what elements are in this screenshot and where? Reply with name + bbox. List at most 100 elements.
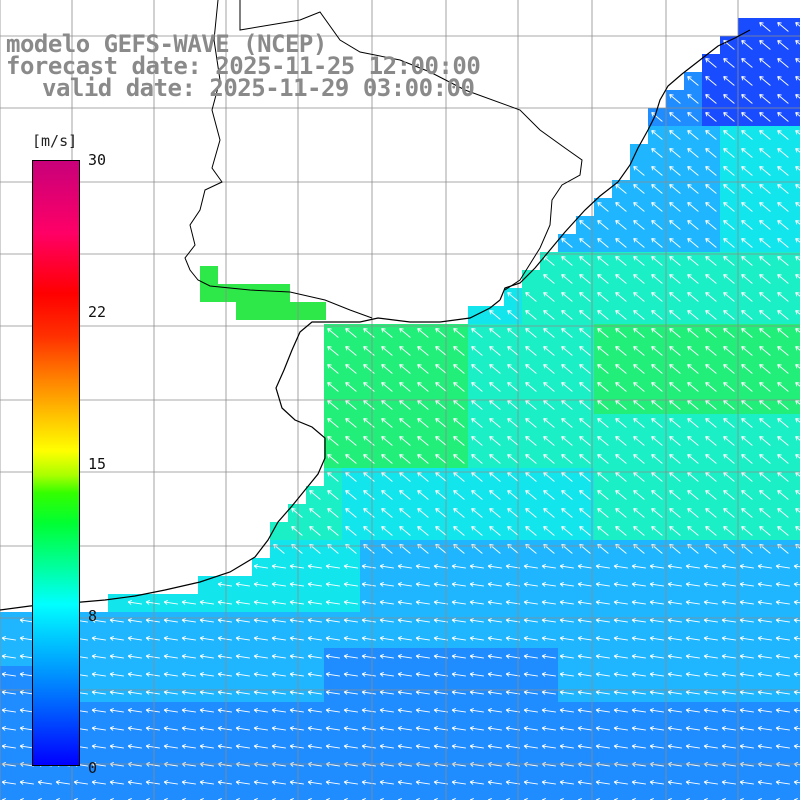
wind-arrow (561, 238, 573, 248)
wind-arrow (669, 256, 681, 266)
wind-arrow (777, 400, 789, 410)
wind-arrow (487, 563, 502, 569)
wind-arrow (685, 635, 700, 641)
wind-arrow (759, 148, 771, 158)
wind-arrow (145, 653, 160, 659)
wind-arrow (759, 184, 771, 194)
wind-arrow (91, 635, 106, 641)
wind-arrow (127, 725, 142, 731)
wind-arrow (703, 635, 718, 641)
wind-arrow (543, 364, 555, 374)
wind-arrow (543, 310, 555, 320)
wind-arrow (705, 256, 717, 266)
wind-arrow (651, 346, 663, 356)
wind-arrow (487, 581, 502, 587)
wind-arrow (345, 346, 357, 356)
wind-arrow (723, 292, 735, 302)
wind-arrow (471, 418, 483, 428)
wind-arrow (541, 653, 556, 659)
wind-arrow (723, 130, 735, 140)
wind-arrow (541, 599, 556, 605)
wind-arrow (471, 382, 483, 392)
wind-arrow (777, 292, 789, 302)
wind-speed-cell (252, 792, 270, 800)
wind-arrow (705, 400, 717, 410)
wind-arrow (91, 653, 106, 659)
wind-arrow (705, 382, 717, 392)
wind-arrow (345, 400, 357, 410)
wind-arrow (705, 130, 717, 140)
wind-arrow (649, 779, 664, 785)
wind-arrow (343, 635, 358, 641)
wind-arrow (127, 779, 142, 785)
wind-arrow (109, 779, 124, 785)
wind-arrow (199, 707, 214, 713)
wind-arrow (723, 346, 735, 356)
wind-arrow (615, 310, 627, 320)
wind-arrow (615, 256, 627, 266)
wind-arrow (507, 508, 519, 518)
wind-arrow (703, 671, 718, 677)
wind-arrow (417, 328, 429, 338)
wind-arrow (127, 689, 142, 695)
wind-arrow (633, 184, 645, 194)
wind-speed-cell (200, 266, 218, 284)
wind-arrow (525, 400, 537, 410)
wind-arrow (399, 364, 411, 374)
wind-arrow (759, 310, 771, 320)
wind-arrow (217, 599, 232, 605)
wind-arrow (793, 779, 800, 785)
wind-arrow (235, 707, 250, 713)
wind-arrow (651, 526, 663, 536)
wind-arrow (777, 418, 789, 428)
wind-speed-cell (522, 270, 540, 288)
wind-arrow (559, 617, 574, 623)
wind-arrow (127, 599, 142, 605)
wind-arrow (741, 184, 753, 194)
wind-arrow (651, 166, 663, 176)
wind-arrow (705, 454, 717, 464)
wind-arrow (523, 725, 538, 731)
wind-arrow (775, 671, 790, 677)
wind-arrow (687, 130, 699, 140)
wind-arrow (777, 274, 789, 284)
wind-arrow (145, 635, 160, 641)
wind-arrow (417, 382, 429, 392)
wind-arrow (597, 220, 609, 230)
wind-arrow (579, 490, 591, 500)
wind-arrow (469, 617, 484, 623)
wind-arrow (1, 689, 16, 695)
wind-arrow (739, 707, 754, 713)
wind-arrow (417, 472, 429, 482)
wind-arrow (595, 743, 610, 749)
wind-arrow (469, 743, 484, 749)
wind-arrow (577, 653, 592, 659)
wind-arrow (705, 436, 717, 446)
wind-arrow (631, 563, 646, 569)
wind-arrow (271, 635, 286, 641)
wind-speed-cell (54, 792, 72, 800)
wind-arrow (597, 382, 609, 392)
wind-speed-cell (522, 792, 540, 800)
wind-arrow (235, 617, 250, 623)
wind-arrow (541, 581, 556, 587)
wind-arrow (345, 364, 357, 374)
wind-arrow (687, 202, 699, 212)
wind-arrow (577, 617, 592, 623)
wind-arrow (253, 653, 268, 659)
wind-arrow (795, 112, 800, 117)
wind-arrow (561, 328, 573, 338)
wind-arrow (703, 689, 718, 695)
wind-arrow (651, 310, 663, 320)
wind-arrow (633, 202, 645, 212)
wind-arrow (325, 635, 340, 641)
wind-arrow (777, 436, 789, 446)
wind-arrow (109, 725, 124, 731)
wind-arrow (489, 526, 501, 536)
wind-arrow (705, 238, 717, 248)
wind-arrow (669, 526, 681, 536)
wind-arrow (793, 653, 800, 659)
wind-arrow (361, 689, 376, 695)
wind-arrow (775, 689, 790, 695)
